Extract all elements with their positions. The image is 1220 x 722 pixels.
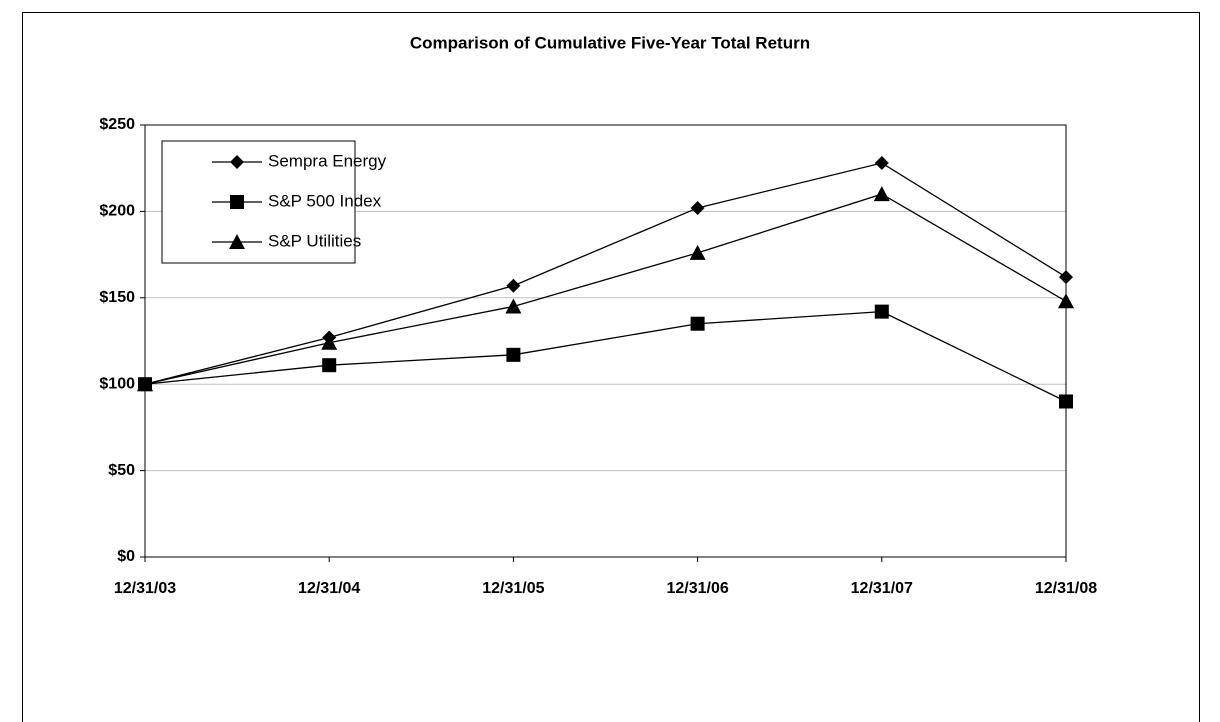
legend-label: Sempra Energy [268,151,387,170]
chart-title: Comparison of Cumulative Five-Year Total… [410,33,810,52]
marker [690,316,705,331]
marker [506,347,521,362]
x-tick-label: 12/31/05 [482,580,544,597]
series-line [144,193,1067,385]
marker [137,376,153,392]
y-tick-label: $0 [117,548,135,565]
marker [505,298,522,314]
x-tick-label: 12/31/04 [298,580,360,597]
legend-label: S&P 500 Index [268,191,382,210]
legend-label: S&P Utilities [268,231,361,250]
legend-marker [229,234,245,249]
marker [322,358,337,373]
marker [690,200,705,215]
marker [321,334,338,350]
y-tick-label: $150 [99,289,135,306]
legend-marker [230,195,244,209]
series-line [144,162,1067,385]
x-tick-label: 12/31/07 [851,580,913,597]
x-tick-label: 12/31/03 [114,580,176,597]
marker [689,244,706,260]
marker [1059,270,1073,285]
x-tick-label: 12/31/06 [666,580,728,597]
y-tick-label: $100 [99,375,135,392]
marker [1058,293,1074,309]
x-tick-label: 12/31/08 [1035,580,1097,597]
y-tick-label: $250 [99,116,135,133]
series-line [144,310,1067,403]
y-tick-label: $50 [108,462,135,479]
marker [874,304,889,319]
legend-marker [230,155,244,169]
marker [506,278,521,293]
marker [1059,394,1073,409]
marker [874,156,889,171]
plot-area [144,124,1067,558]
marker [873,186,890,202]
chart-frame [22,12,1200,722]
y-tick-label: $200 [99,203,135,220]
